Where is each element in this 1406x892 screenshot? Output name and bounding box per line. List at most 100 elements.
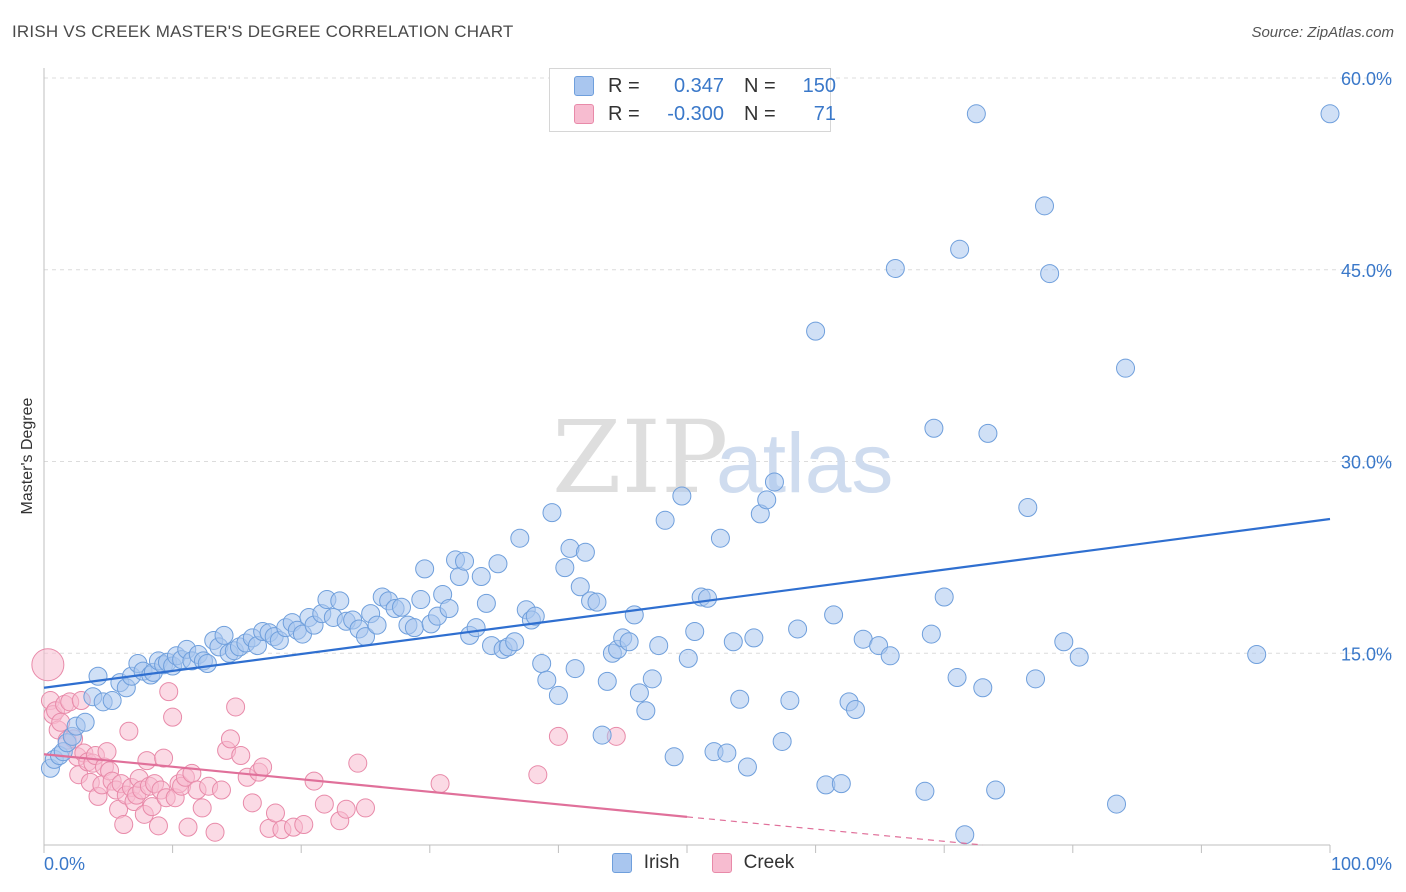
y-tick-label: 30.0% xyxy=(1341,453,1392,473)
creek-point xyxy=(154,748,174,768)
irish-point xyxy=(824,605,844,625)
n-value: 71 xyxy=(813,102,836,125)
irish-point xyxy=(197,653,217,673)
irish-point xyxy=(471,567,491,587)
y-tick-label: 15.0% xyxy=(1341,644,1392,664)
irish-point xyxy=(1018,498,1038,518)
irish-point xyxy=(744,628,764,648)
irish-point xyxy=(629,683,649,703)
irish-point xyxy=(806,321,826,341)
creek-point xyxy=(226,697,246,717)
creek-point xyxy=(348,753,368,773)
r-value: -0.300 xyxy=(667,102,724,125)
irish-point xyxy=(845,699,865,719)
irish-point xyxy=(772,731,792,751)
n-label: N = xyxy=(744,102,776,125)
creek-points xyxy=(31,648,626,842)
legend-label-irish: Irish xyxy=(643,852,680,873)
creek-point xyxy=(220,729,240,749)
irish-point xyxy=(934,587,954,607)
irish-point xyxy=(548,685,568,705)
irish-point xyxy=(978,423,998,443)
source-label: Source: ZipAtlas.com xyxy=(1251,24,1394,41)
creek-point xyxy=(211,780,231,800)
irish-point xyxy=(737,757,757,777)
irish-point xyxy=(921,624,941,644)
irish-point xyxy=(575,542,595,562)
irish-point xyxy=(1107,794,1127,814)
creek-point xyxy=(31,648,65,682)
irish-point xyxy=(102,691,122,711)
irish-point xyxy=(570,577,590,597)
irish-point xyxy=(542,503,562,523)
irish-point xyxy=(664,747,684,767)
legend-item-irish[interactable]: Irish xyxy=(611,852,680,874)
creek-swatch xyxy=(574,104,594,124)
irish-point xyxy=(532,653,552,673)
r-label: R = xyxy=(608,102,640,125)
irish-point xyxy=(723,632,743,652)
irish-point xyxy=(597,671,617,691)
creek-point xyxy=(119,721,139,741)
series-legend: Irish Creek xyxy=(0,852,1406,874)
irish-point xyxy=(717,743,737,763)
creek-point xyxy=(148,816,168,836)
creek-point xyxy=(163,707,183,727)
irish-point xyxy=(915,781,935,801)
irish-point xyxy=(698,588,718,608)
irish-point xyxy=(455,551,475,571)
irish-point xyxy=(214,625,234,645)
irish-point xyxy=(411,590,431,610)
irish-point xyxy=(587,592,607,612)
legend-item-creek[interactable]: Creek xyxy=(711,852,795,874)
irish-point xyxy=(555,558,575,578)
y-tick-label: 45.0% xyxy=(1341,261,1392,281)
irish-point xyxy=(649,636,669,656)
creek-point xyxy=(159,682,179,702)
legend-label-creek: Creek xyxy=(743,852,795,873)
irish-trend-line xyxy=(43,517,1331,689)
irish-point xyxy=(1320,104,1340,124)
irish-point xyxy=(525,606,545,626)
irish-point xyxy=(1054,632,1074,652)
creek-point xyxy=(137,751,157,771)
irish-point xyxy=(439,599,459,619)
y-tick-label: 60.0% xyxy=(1341,69,1392,89)
irish-point xyxy=(780,691,800,711)
creek-point xyxy=(178,817,198,837)
irish-point xyxy=(1069,647,1089,667)
legend-row-creek: R = -0.300 N = 71 xyxy=(574,101,836,127)
creek-swatch xyxy=(711,853,732,873)
irish-point xyxy=(764,472,784,492)
creek-point xyxy=(528,765,548,785)
irish-point xyxy=(505,632,525,652)
irish-point xyxy=(655,510,675,530)
creek-point xyxy=(548,726,568,746)
irish-point xyxy=(415,559,435,579)
irish-point xyxy=(678,648,698,668)
irish-point xyxy=(1247,645,1267,665)
irish-swatch xyxy=(574,76,594,96)
irish-point xyxy=(476,593,496,613)
irish-point xyxy=(947,668,967,688)
irish-point xyxy=(885,258,905,278)
creek-trend-extension xyxy=(686,816,983,846)
creek-point xyxy=(314,794,334,814)
r-value: 0.347 xyxy=(673,74,724,97)
r-label: R = xyxy=(608,74,640,97)
stats-legend: R = 0.347 N = 150 R = -0.300 N = 71 xyxy=(549,68,836,132)
irish-point xyxy=(537,670,557,690)
creek-point xyxy=(356,798,375,818)
tick-labels: 15.0% 30.0% 45.0% 60.0% 0.0% 100.0% xyxy=(44,69,1392,874)
irish-swatch xyxy=(611,853,632,873)
irish-point xyxy=(642,669,662,689)
irish-point xyxy=(565,659,585,679)
irish-point xyxy=(966,104,986,124)
n-label: N = xyxy=(744,74,776,97)
x-tick-label: 0.0% xyxy=(44,854,85,874)
creek-point xyxy=(114,815,134,835)
watermark-atlas: atlas xyxy=(716,416,893,510)
irish-point xyxy=(404,618,424,638)
irish-point xyxy=(710,528,730,548)
